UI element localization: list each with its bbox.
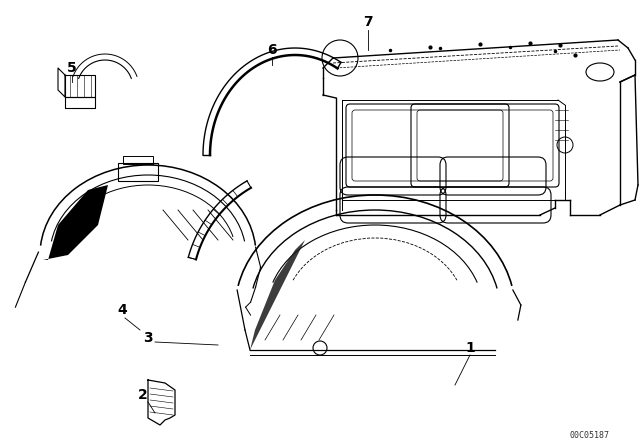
- Bar: [118, 163, 158, 181]
- Text: 2: 2: [138, 388, 148, 402]
- Text: 6: 6: [267, 43, 277, 57]
- Polygon shape: [250, 240, 305, 350]
- Text: 1: 1: [465, 341, 475, 355]
- Text: 3: 3: [143, 331, 153, 345]
- Text: 00C05187: 00C05187: [570, 431, 610, 439]
- Text: 7: 7: [363, 15, 373, 29]
- Polygon shape: [43, 185, 108, 260]
- Bar: [123, 156, 153, 164]
- Text: 5: 5: [67, 61, 77, 75]
- Bar: [65, 75, 95, 97]
- Text: 4: 4: [117, 303, 127, 317]
